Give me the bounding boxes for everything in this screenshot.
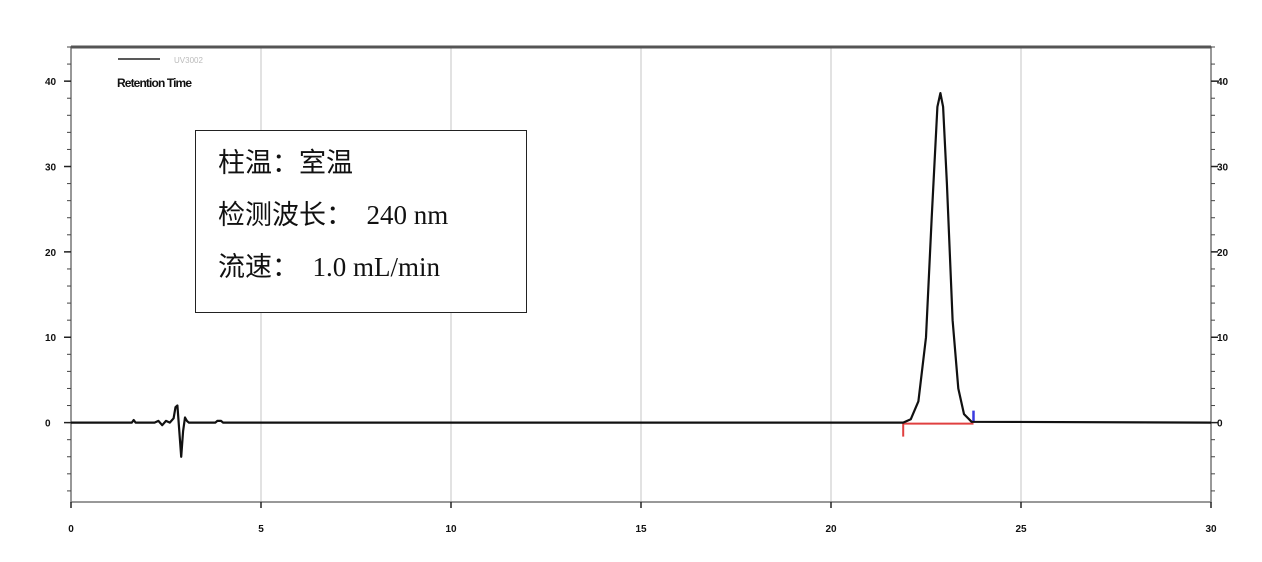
- flow-rate: 流速： 1.0 mL/min: [218, 252, 440, 282]
- legend-series-name: UV3002: [174, 56, 203, 65]
- legend-label: Retention Time: [117, 76, 192, 90]
- x-tick-label: 30: [1205, 524, 1217, 535]
- y-tick-label-right: 40: [1217, 77, 1229, 88]
- detection-wavelength: 检测波长： 240 nm: [218, 200, 449, 230]
- y-tick-label-right: 30: [1217, 163, 1229, 174]
- x-tick-label: 0: [68, 524, 74, 535]
- y-tick-label-left: 10: [45, 333, 57, 344]
- y-tick-label-left: 40: [45, 77, 57, 88]
- y-tick-label-right: 10: [1217, 333, 1229, 344]
- x-tick-label: 25: [1015, 524, 1027, 535]
- column-temperature: 柱温：室温: [218, 148, 353, 178]
- y-tick-label-left: 30: [45, 163, 57, 174]
- x-tick-label: 15: [635, 524, 647, 535]
- x-tick-label: 10: [445, 524, 457, 535]
- x-tick-label: 5: [258, 524, 264, 535]
- chromatogram-trace: [71, 92, 1212, 458]
- y-tick-label-right: 20: [1217, 248, 1229, 259]
- y-tick-label-left: 20: [45, 248, 57, 259]
- conditions-box: 柱温：室温 检测波长： 240 nm 流速： 1.0 mL/min: [195, 130, 527, 313]
- y-tick-label-left: 0: [45, 419, 51, 430]
- x-tick-label: 20: [825, 524, 837, 535]
- y-tick-label-right: 0: [1217, 419, 1223, 430]
